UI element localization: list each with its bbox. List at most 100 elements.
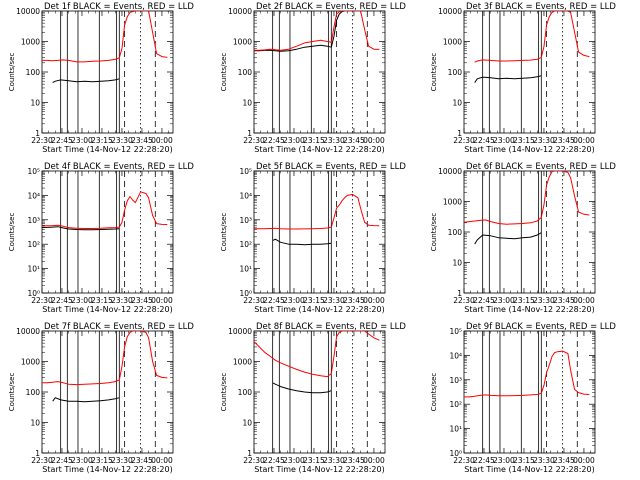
x-tick-label: 22:45 (51, 296, 73, 305)
x-tick-label: 22:30 (453, 456, 475, 465)
panel-det-9: Det 9f BLACK = Events, RED = LLD 10⁰ 10¹ 10… (430, 322, 616, 474)
panel-det-5: Det 5f BLACK = Events, RED = LLD 10⁰ 10¹ 10… (220, 162, 406, 314)
plot-frame (253, 170, 386, 294)
y-tick-label: 1 (457, 129, 462, 138)
x-tick-label: 23:45 (553, 456, 575, 465)
y-tick-label: 10³ (239, 216, 252, 225)
series-line-lld (42, 11, 168, 63)
y-tick-label: 10² (239, 240, 252, 249)
x-tick-label: 00:00 (151, 296, 173, 305)
y-tick-label: 10⁴ (27, 191, 40, 200)
x-tick-label: 23:45 (343, 296, 365, 305)
x-tick-label: 23:45 (131, 136, 153, 145)
plot-frame (41, 170, 174, 294)
y-tick-label: 1 (247, 129, 252, 138)
y-tick-label: 100 (238, 68, 253, 77)
plot-frame (463, 330, 596, 454)
x-tick-label: 23:15 (91, 136, 113, 145)
chart-title: Det 1f BLACK = Events, RED = LLD (44, 2, 194, 12)
series-line-lld (42, 191, 168, 229)
series-line-events (42, 226, 120, 231)
y-tick-label: 1000 (443, 38, 462, 47)
x-tick-label: 23:30 (323, 296, 345, 305)
series-line-events (474, 232, 542, 245)
panel-det-2: Det 2f BLACK = Events, RED = LLD 1 10 100 10… (220, 2, 406, 154)
x-tick-label: 23:45 (553, 136, 575, 145)
y-tick-label: 1000 (233, 358, 252, 367)
y-axis-label: Counts/sec (220, 213, 228, 252)
y-tick-label: 10000 (16, 327, 40, 336)
chart-title: Det 6f BLACK = Events, RED = LLD (466, 162, 616, 172)
x-tick-label: 22:45 (263, 136, 285, 145)
y-tick-label: 10⁵ (239, 167, 252, 176)
x-tick-label: 23:00 (283, 456, 305, 465)
x-tick-label: 00:00 (151, 136, 173, 145)
x-tick-label: 23:00 (493, 456, 515, 465)
x-tick-label: 23:15 (91, 296, 113, 305)
series-group (42, 331, 168, 403)
x-tick-label: 22:30 (31, 296, 53, 305)
y-tick-label: 10³ (449, 376, 462, 385)
x-axis-label: Start Time (14-Nov-12 22:28:20) (254, 465, 384, 474)
y-tick-label: 10¹ (449, 425, 462, 434)
y-tick-label: 10000 (228, 7, 252, 16)
plot-frame (463, 10, 596, 134)
panel-det-3: Det 3f BLACK = Events, RED = LLD 1 10 100 10… (430, 2, 616, 154)
x-tick-label: 23:45 (343, 136, 365, 145)
x-tick-label: 23:15 (513, 136, 535, 145)
x-tick-label: 00:00 (573, 296, 595, 305)
series-group (42, 191, 168, 231)
y-tick-label: 10 (452, 259, 462, 268)
y-tick-label: 10 (242, 419, 252, 428)
chart-title: Det 9f BLACK = Events, RED = LLD (466, 322, 616, 332)
x-tick-label: 22:45 (473, 136, 495, 145)
y-axis-label: Counts/sec (8, 213, 16, 252)
y-tick-label: 10⁴ (449, 351, 462, 360)
x-tick-label: 22:45 (263, 456, 285, 465)
series-line-lld (254, 331, 380, 378)
x-tick-label: 22:30 (243, 136, 265, 145)
chart-title: Det 2f BLACK = Events, RED = LLD (256, 2, 406, 12)
x-tick-label: 23:00 (493, 296, 515, 305)
y-axis-label: Counts/sec (220, 373, 228, 412)
chart-title: Det 5f BLACK = Events, RED = LLD (256, 162, 406, 172)
y-tick-label: 100 (26, 68, 41, 77)
y-tick-label: 1000 (443, 198, 462, 207)
x-tick-label: 23:45 (131, 296, 153, 305)
y-tick-label: 10⁵ (27, 167, 40, 176)
series-line-lld (254, 11, 380, 51)
chart-title: Det 4f BLACK = Events, RED = LLD (44, 162, 194, 172)
y-tick-label: 1000 (21, 358, 40, 367)
y-tick-label: 100 (238, 388, 253, 397)
x-tick-label: 22:30 (243, 456, 265, 465)
x-tick-label: 22:45 (51, 136, 73, 145)
x-tick-label: 22:45 (51, 456, 73, 465)
series-line-events (272, 238, 332, 246)
x-tick-label: 23:30 (533, 296, 555, 305)
y-tick-label: 10 (242, 99, 252, 108)
chart-title: Det 7f BLACK = Events, RED = LLD (44, 322, 194, 332)
x-tick-label: 22:30 (31, 136, 53, 145)
y-tick-label: 1000 (21, 38, 40, 47)
x-tick-label: 22:30 (31, 456, 53, 465)
series-line-events (474, 75, 542, 83)
y-tick-label: 1 (35, 129, 40, 138)
x-tick-label: 23:15 (513, 456, 535, 465)
x-tick-label: 23:45 (131, 456, 153, 465)
x-tick-label: 23:00 (283, 296, 305, 305)
panel-det-8: Det 8f BLACK = Events, RED = LLD 1 10 100 10… (220, 322, 406, 474)
series-line-events (254, 11, 358, 52)
x-axis-label: Start Time (14-Nov-12 22:28:20) (42, 465, 172, 474)
y-axis-label: Counts/sec (220, 53, 228, 92)
x-tick-label: 23:00 (493, 136, 515, 145)
chart-title: Det 3f BLACK = Events, RED = LLD (466, 2, 616, 12)
plot-frame (253, 330, 386, 454)
series-line-events (272, 382, 332, 394)
y-tick-label: 10³ (27, 216, 40, 225)
x-tick-label: 00:00 (151, 456, 173, 465)
series-group (464, 350, 590, 398)
y-tick-label: 10⁰ (239, 289, 252, 298)
series-line-lld (464, 171, 590, 225)
panel-det-1: Det 1f BLACK = Events, RED = LLD 1 10 100 10… (8, 2, 194, 154)
